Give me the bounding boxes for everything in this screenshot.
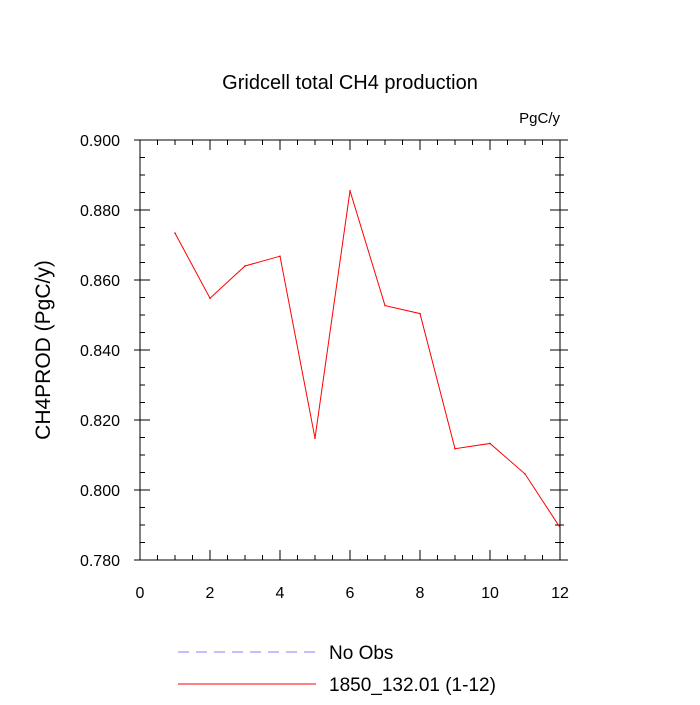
- data-point: [384, 304, 386, 307]
- legend-label: 1850_132.01 (1-12): [329, 675, 496, 696]
- y-tick-label: 0.840: [80, 343, 120, 360]
- data-point: [419, 312, 421, 315]
- y-tick-label: 0.820: [80, 413, 120, 430]
- y-tick-label: 0.880: [80, 203, 120, 220]
- x-tick-label: 4: [276, 585, 285, 602]
- y-tick-label: 0.780: [80, 553, 120, 570]
- data-point: [349, 189, 351, 192]
- data-point: [279, 255, 281, 257]
- y-axis: 0.780 0.800 0.820 0.840 0.860 0.880 0.900: [80, 133, 568, 570]
- x-tick-label: 8: [416, 585, 425, 602]
- chart-title: Gridcell total CH4 production: [222, 72, 478, 94]
- y-tick-label: 0.860: [80, 273, 120, 290]
- y-tick-label: 0.800: [80, 483, 120, 500]
- data-point: [489, 442, 491, 445]
- data-point: [559, 526, 561, 529]
- legend-label: No Obs: [329, 643, 393, 664]
- y-tick-label: 0.900: [80, 133, 120, 150]
- x-axis: 0 2 4 6 8 10 12: [136, 140, 569, 602]
- y-axis-label: CH4PROD (PgC/y): [32, 260, 55, 440]
- data-point: [244, 265, 246, 267]
- plot-frame: [139, 139, 561, 561]
- data-point: [454, 447, 456, 450]
- x-tick-label: 10: [481, 585, 499, 602]
- series-line: [174, 190, 561, 528]
- series-layer: [174, 189, 561, 529]
- x-tick-label: 0: [136, 585, 145, 602]
- data-point: [209, 297, 211, 300]
- x-tick-label: 2: [206, 585, 215, 602]
- legend: No Obs 1850_132.01 (1-12): [178, 643, 496, 696]
- data-point: [174, 232, 176, 234]
- units-label: PgC/y: [519, 110, 560, 127]
- data-point: [314, 437, 316, 440]
- data-point: [524, 473, 526, 475]
- x-tick-label: 6: [346, 585, 355, 602]
- x-tick-label: 12: [551, 585, 569, 602]
